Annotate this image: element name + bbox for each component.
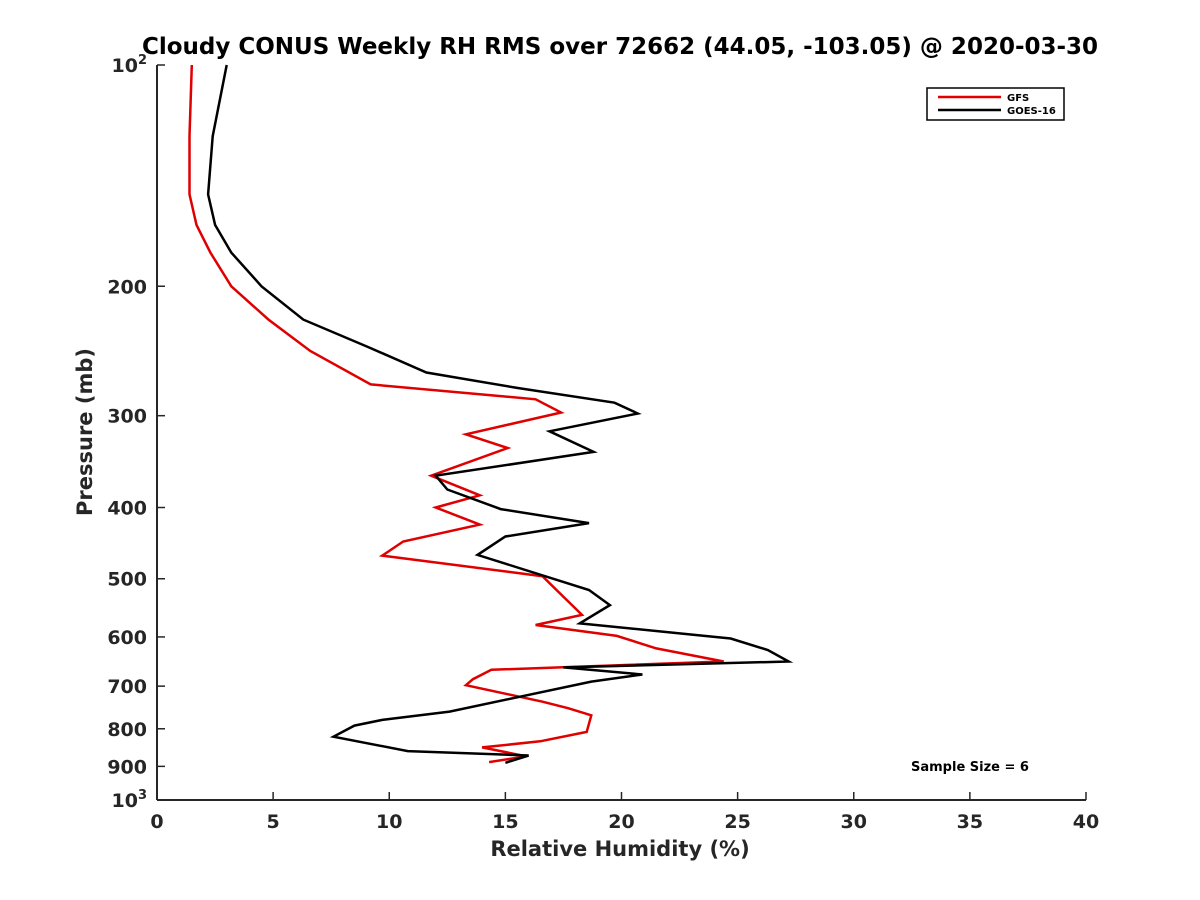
x-tick-label: 30: [841, 811, 867, 833]
y-axis-label: Pressure (mb): [73, 348, 97, 516]
x-tick-label: 5: [267, 811, 280, 833]
series-line-gfs: [188, 64, 724, 764]
y-tick-label: 800: [107, 719, 147, 741]
x-tick-label: 10: [376, 811, 402, 833]
y-tick-label: 400: [107, 498, 147, 520]
sample-size-annotation: Sample Size = 6: [911, 760, 1029, 775]
y-tick-label: 900: [107, 756, 147, 778]
x-tick-label: 0: [150, 811, 163, 833]
x-tick-label: 25: [724, 811, 750, 833]
series-line-goes16: [206, 64, 794, 764]
y-tick-label: 300: [107, 406, 147, 428]
y-tick-label: 102: [112, 53, 148, 77]
series-layer: [188, 64, 794, 764]
y-tick-label: 200: [107, 276, 147, 298]
y-tick-label: 700: [107, 676, 147, 698]
x-axis-ticks: 0 5 10 15 20 25 30 35 40: [150, 792, 1099, 833]
x-tick-label: 20: [608, 811, 634, 833]
legend-box: [926, 87, 1065, 121]
y-tick-base: 10: [112, 55, 138, 77]
legend-label-goes16: GOES-16: [1007, 106, 1056, 117]
chart-legend: GFS GOES-16: [926, 87, 1065, 121]
x-tick-label: 35: [957, 811, 983, 833]
y-tick-exponent: 2: [138, 53, 147, 68]
chart-title: Cloudy CONUS Weekly RH RMS over 72662 (4…: [142, 34, 1098, 60]
x-tick-label: 15: [492, 811, 518, 833]
y-tick-label: 600: [107, 627, 147, 649]
x-axis-label: Relative Humidity (%): [490, 837, 749, 861]
y-tick-base: 10: [112, 790, 138, 812]
legend-label-gfs: GFS: [1007, 93, 1029, 104]
y-tick-label: 500: [107, 569, 147, 591]
y-tick-label: 103: [112, 788, 148, 812]
y-tick-exponent: 3: [138, 788, 147, 803]
x-tick-label: 40: [1073, 811, 1099, 833]
